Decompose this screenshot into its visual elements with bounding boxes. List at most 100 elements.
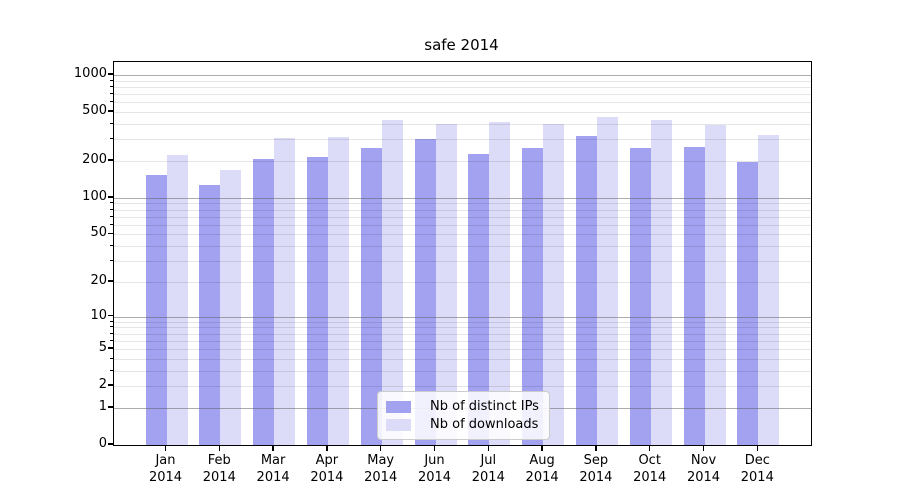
x-tick-label: Apr 2014 [299,452,355,486]
y-minor-tick-mark [110,208,113,210]
x-tick-label-month: Aug [529,453,555,468]
x-tick-label: Jan 2014 [138,452,194,486]
y-tick-label: 10 [90,307,107,323]
legend-swatch-downloads [386,418,411,431]
x-tick-label-month: Jan [155,453,176,468]
legend-swatch-distinct-ips [386,400,411,413]
x-tick-label: Dec 2014 [729,452,785,486]
bar-distinct-ips-may [360,148,382,445]
bar-downloads-may [381,120,403,445]
minor-gridline [114,224,811,226]
y-tick-mark [108,443,113,445]
y-minor-tick-mark [110,202,113,204]
y-minor-tick-mark [110,260,113,262]
y-minor-tick-mark [110,339,113,341]
plot-area [113,61,812,446]
minor-gridline [114,209,811,211]
bar-distinct-ips-dec [737,161,759,445]
minor-gridline [114,86,811,88]
x-tick-mark [272,445,274,451]
x-tick-label: May 2014 [353,452,409,486]
bar-downloads-oct [650,120,672,445]
minor-gridline [114,80,811,82]
x-tick-label-year: 2014 [686,470,721,485]
bar-distinct-ips-jul [468,153,490,445]
x-tick-label-month: Dec [744,453,770,468]
x-tick-label-year: 2014 [740,470,774,485]
x-tick-label-year: 2014 [579,470,613,485]
bar-downloads-mar [274,138,296,445]
x-tick-label-year: 2014 [310,470,344,485]
minor-gridline [114,203,811,205]
x-tick-mark [326,445,328,451]
x-tick-label-month: Apr [315,453,339,468]
minor-gridline [114,112,811,114]
minor-gridline [114,94,811,96]
bar-distinct-ips-jun [414,139,436,445]
y-tick-label: 200 [82,151,107,167]
x-tick-mark [487,445,490,451]
minor-gridline [114,123,811,125]
minor-gridline [114,386,811,388]
y-tick-label: 0 [98,436,107,451]
bar-downloads-jul [489,121,511,445]
minor-gridline [114,139,811,141]
minor-gridline [114,349,811,351]
x-tick-mark [648,445,651,451]
major-gridline [114,316,811,318]
bar-downloads-jun [435,123,457,445]
y-tick-label: 100 [82,188,107,204]
x-tick-label-year: 2014 [256,470,290,485]
legend-row: Nb of downloads [386,416,539,433]
y-tick-mark [108,406,113,408]
y-minor-tick-mark [110,320,113,322]
minor-gridline [114,160,811,162]
x-tick-label: Nov 2014 [676,452,732,486]
x-tick-label: Jul 2014 [460,452,516,486]
x-tick-label-month: Jun [424,453,445,468]
y-minor-tick-mark [110,85,113,87]
x-tick-label: Oct 2014 [622,452,678,486]
minor-gridline [114,370,811,372]
minor-gridline [114,321,811,323]
bar-downloads-aug [543,123,565,445]
x-tick-label-month: Sep [583,453,609,468]
x-tick-mark [595,445,597,451]
y-tick-mark [108,347,113,349]
x-tick-label: Jun 2014 [407,452,463,486]
y-tick-mark [108,314,113,317]
minor-gridline [114,234,811,236]
x-tick-label: Feb 2014 [191,452,247,486]
x-tick-label-month: Oct [638,453,661,468]
x-tick-label-year: 2014 [417,470,452,485]
y-minor-tick-mark [110,245,113,247]
bar-distinct-ips-sep [575,136,597,445]
y-minor-tick-mark [110,101,113,103]
bar-downloads-jan [166,155,188,445]
x-tick-label: Aug 2014 [514,452,570,486]
minor-gridline [114,340,811,342]
x-tick-mark [756,445,759,451]
minor-gridline [114,281,811,283]
x-tick-mark [218,445,221,451]
x-tick-label-year: 2014 [202,470,236,485]
y-minor-tick-mark [110,326,113,328]
major-gridline [114,75,811,76]
bar-distinct-ips-feb [199,185,221,445]
chart-title: safe 2014 [424,36,499,54]
y-minor-tick-mark [110,357,113,359]
x-tick-label-year: 2014 [525,470,559,485]
y-minor-tick-mark [110,138,113,140]
bar-distinct-ips-oct [629,148,651,445]
y-tick-label: 50 [90,225,107,241]
legend-row: Nb of distinct IPs [386,398,539,415]
bar-distinct-ips-aug [522,147,544,445]
y-minor-tick-mark [110,122,113,124]
y-minor-tick-mark [110,79,113,81]
minor-gridline [114,102,811,104]
bar-distinct-ips-nov [683,147,705,445]
legend: Nb of distinct IPs Nb of downloads [377,391,550,440]
bar-downloads-dec [758,134,780,445]
bar-downloads-feb [220,169,242,445]
